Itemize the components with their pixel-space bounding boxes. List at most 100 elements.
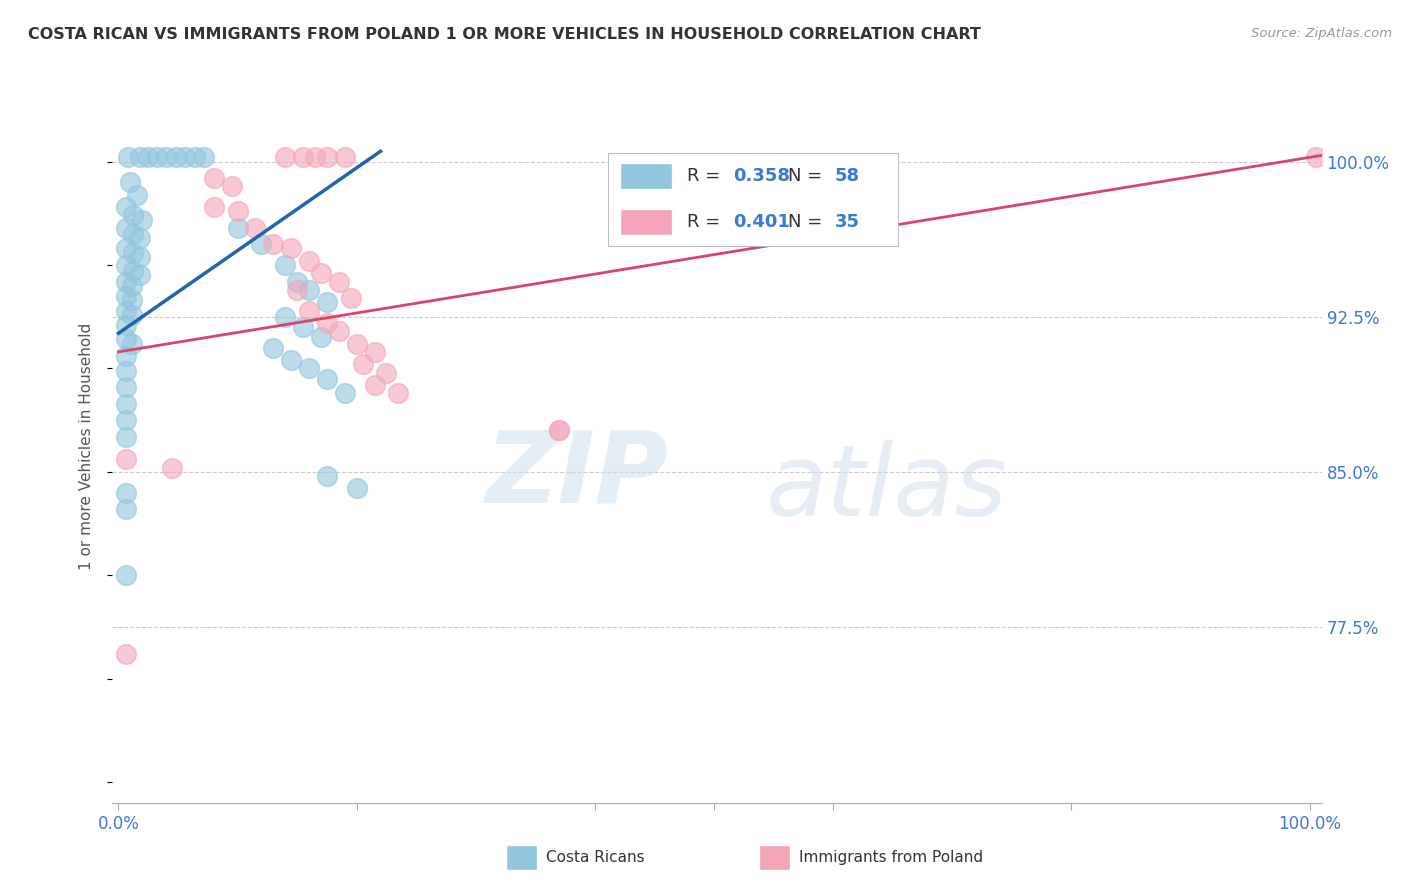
Point	[309, 330, 332, 344]
Point	[328, 324, 350, 338]
Point	[328, 275, 350, 289]
Point	[1305, 151, 1327, 165]
Text: N =: N =	[789, 167, 828, 185]
Point	[280, 242, 302, 256]
Point	[114, 502, 136, 516]
Point	[245, 220, 267, 235]
Point	[136, 151, 159, 165]
Point	[114, 318, 136, 332]
Point	[363, 344, 385, 359]
Text: COSTA RICAN VS IMMIGRANTS FROM POLAND 1 OR MORE VEHICLES IN HOUSEHOLD CORRELATIO: COSTA RICAN VS IMMIGRANTS FROM POLAND 1 …	[28, 27, 981, 42]
Text: 0.401: 0.401	[733, 213, 790, 231]
Point	[120, 175, 142, 189]
Point	[128, 250, 150, 264]
Point	[121, 264, 143, 278]
Point	[183, 151, 205, 165]
Point	[131, 212, 153, 227]
Text: 35: 35	[835, 213, 859, 231]
Point	[114, 452, 136, 467]
Point	[285, 283, 308, 297]
Point	[127, 187, 149, 202]
Point	[202, 171, 225, 186]
Point	[121, 278, 143, 293]
Point	[114, 647, 136, 661]
Point	[250, 237, 273, 252]
Text: Costa Ricans: Costa Ricans	[546, 850, 644, 864]
Point	[128, 231, 150, 245]
Point	[292, 320, 315, 334]
Point	[155, 151, 177, 165]
Point	[145, 151, 167, 165]
Point	[333, 386, 356, 401]
Point	[202, 200, 225, 214]
Point	[226, 220, 249, 235]
Point	[174, 151, 197, 165]
Point	[274, 310, 297, 324]
Text: 58: 58	[835, 167, 859, 185]
Point	[548, 424, 571, 438]
Text: Source: ZipAtlas.com: Source: ZipAtlas.com	[1251, 27, 1392, 40]
Point	[114, 275, 136, 289]
Point	[114, 258, 136, 272]
Point	[548, 424, 571, 438]
Point	[114, 430, 136, 444]
Point	[128, 151, 150, 165]
Point	[262, 237, 284, 252]
Text: Immigrants from Poland: Immigrants from Poland	[799, 850, 983, 864]
Point	[226, 204, 249, 219]
Point	[298, 303, 321, 318]
Point	[316, 372, 339, 386]
Point	[193, 151, 215, 165]
Point	[316, 151, 339, 165]
Point	[114, 413, 136, 427]
Point	[339, 291, 361, 305]
Point	[114, 220, 136, 235]
Point	[114, 349, 136, 363]
Text: R =: R =	[686, 213, 725, 231]
Point	[114, 568, 136, 582]
Point	[285, 275, 308, 289]
Point	[292, 151, 315, 165]
Point	[114, 289, 136, 303]
Point	[262, 341, 284, 355]
Point	[274, 258, 297, 272]
Point	[280, 353, 302, 368]
Point	[114, 200, 136, 214]
Point	[121, 308, 143, 322]
Point	[363, 378, 385, 392]
Text: 0.358: 0.358	[733, 167, 790, 185]
Point	[121, 336, 143, 351]
Text: atlas: atlas	[765, 441, 1007, 537]
Point	[114, 485, 136, 500]
Point	[117, 151, 139, 165]
Point	[121, 293, 143, 308]
Point	[160, 460, 183, 475]
Point	[274, 151, 297, 165]
Point	[309, 266, 332, 280]
Point	[114, 396, 136, 410]
Point	[298, 283, 321, 297]
Y-axis label: 1 or more Vehicles in Household: 1 or more Vehicles in Household	[79, 322, 94, 570]
Text: N =: N =	[789, 213, 828, 231]
Point	[114, 333, 136, 347]
Point	[114, 242, 136, 256]
Point	[333, 151, 356, 165]
Text: R =: R =	[686, 167, 725, 185]
Point	[304, 151, 326, 165]
Point	[121, 208, 143, 222]
Point	[221, 179, 243, 194]
Point	[121, 245, 143, 260]
Point	[298, 361, 321, 376]
Point	[316, 295, 339, 310]
Point	[352, 357, 374, 371]
Point	[128, 268, 150, 283]
Point	[316, 469, 339, 483]
FancyBboxPatch shape	[620, 162, 672, 189]
Point	[346, 336, 368, 351]
FancyBboxPatch shape	[620, 209, 672, 235]
Point	[114, 363, 136, 377]
Point	[387, 386, 409, 401]
Point	[298, 253, 321, 268]
Point	[375, 366, 398, 380]
Point	[121, 227, 143, 241]
